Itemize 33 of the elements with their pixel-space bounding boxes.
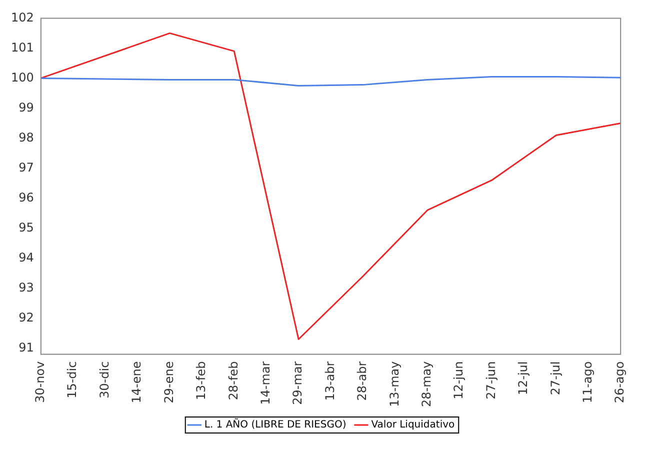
x-tick-label: 11-ago: [580, 361, 595, 404]
x-tick-label: 12-jul: [516, 361, 530, 396]
y-tick-label: 99: [18, 100, 34, 114]
x-tick-label: 27-jul: [548, 361, 562, 396]
y-tick-label: 95: [18, 220, 34, 234]
y-tick-label: 91: [18, 340, 34, 354]
legend-label: L. 1 AÑO (LIBRE DE RIESGO): [204, 418, 346, 431]
x-tick-label: 14-mar: [258, 361, 272, 405]
x-tick-label: 28-may: [419, 361, 434, 408]
x-tick-label: 13-abr: [322, 361, 337, 401]
y-tick-label: 93: [18, 280, 34, 294]
x-tick-label: 12-jun: [452, 361, 466, 400]
y-tick-label: 96: [18, 190, 34, 204]
x-tick-label: 29-ene: [162, 361, 176, 404]
x-tick-label: 13-feb: [194, 361, 208, 400]
y-tick-label: 100: [11, 70, 34, 84]
legend-label: Valor Liquidativo: [371, 420, 455, 431]
x-tick-label: 14-ene: [130, 361, 144, 404]
x-tick-label: 29-mar: [290, 361, 305, 405]
x-tick-label: 15-dic: [65, 361, 80, 398]
x-tick-label: 30-nov: [33, 361, 48, 403]
x-tick-label: 28-feb: [226, 361, 240, 400]
y-tick-label: 101: [11, 40, 34, 54]
y-tick-label: 97: [18, 160, 34, 174]
y-tick-label: 102: [11, 10, 34, 24]
x-tick-label: 13-may: [387, 361, 402, 408]
x-tick-label: 28-abr: [355, 361, 370, 401]
y-tick-label: 98: [18, 130, 34, 144]
x-tick-label: 26-ago: [612, 361, 627, 404]
x-tick-label: 27-jun: [484, 361, 498, 400]
y-tick-label: 94: [18, 250, 34, 264]
y-tick-label: 92: [18, 310, 34, 324]
x-tick-label: 30-dic: [97, 361, 112, 398]
